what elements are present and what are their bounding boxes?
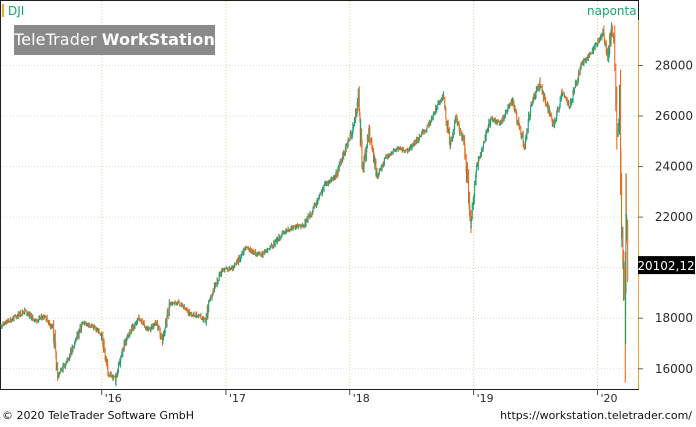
x-tick-label: '19 (477, 392, 494, 405)
x-axis: '16 '17 '18 '19 '20 (101, 389, 617, 405)
y-tick-label: 26000 (655, 109, 693, 123)
last-value-label: 20102,12 (637, 259, 694, 273)
y-tick-label: 28000 (655, 58, 693, 72)
footer-copyright: © 2020 TeleTrader Software GmbH (2, 409, 195, 422)
symbol-accent-bar (2, 4, 4, 17)
x-tick-label: '20 (600, 392, 617, 405)
y-tick-label: 18000 (655, 311, 693, 325)
last-value-group: 20102,12 (637, 256, 695, 275)
y-tick-label: 22000 (655, 210, 693, 224)
x-tick-label: '17 (229, 392, 246, 405)
x-tick-label: '16 (105, 392, 122, 405)
grid (1, 1, 638, 389)
watermark-brand-bold: WorkStation (101, 30, 215, 49)
symbol-label: DJI (8, 4, 24, 18)
y-axis: 16000180002000022000240002600028000 (638, 58, 693, 376)
watermark-brand-light: TeleTrader (14, 30, 102, 49)
y-tick-label: 16000 (655, 362, 693, 376)
teletrader-watermark: TeleTrader WorkStation (14, 25, 215, 55)
last-value-box (638, 256, 695, 275)
footer-url[interactable]: https://workstation.teletrader.com/ (500, 409, 692, 422)
y-tick-label: 24000 (655, 160, 693, 174)
x-tick-label: '18 (353, 392, 370, 405)
period-label: naponta (587, 4, 637, 18)
candles (0, 22, 629, 387)
